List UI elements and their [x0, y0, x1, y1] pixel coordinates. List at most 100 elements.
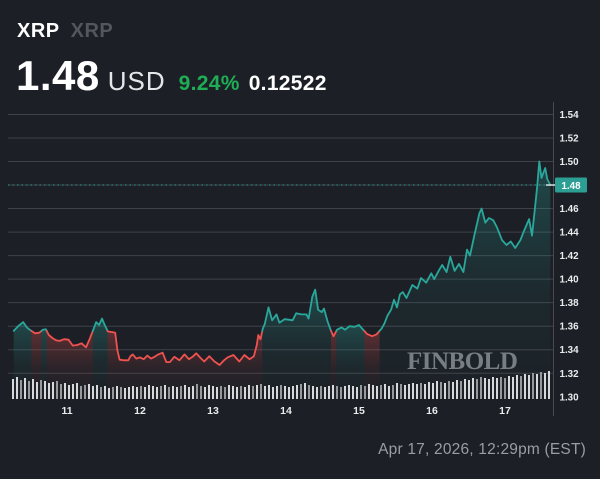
x-axis-labels: 11 12 13 14 15 16 17 [61, 405, 511, 417]
volume-bar [476, 379, 478, 399]
volume-bar [404, 385, 406, 399]
price-value: 1.48 [16, 52, 100, 99]
volume-bar [268, 385, 270, 399]
volume-bar [244, 387, 246, 399]
y-tick-label: 1.50 [560, 157, 580, 168]
volume-bar [472, 378, 474, 399]
volume-bar [508, 376, 510, 399]
price-change-percent: 9.24% [178, 72, 240, 95]
x-tick-label: 11 [61, 405, 72, 417]
volume-bar [280, 385, 282, 399]
x-tick-label: 17 [499, 405, 511, 417]
volume-bar [52, 382, 54, 399]
price-area-fills [13, 161, 551, 399]
volume-bar [360, 385, 362, 399]
volume-bar [504, 378, 506, 399]
x-tick-label: 13 [207, 405, 219, 417]
price-line [12, 160, 552, 366]
volume-bar [36, 382, 38, 399]
volume-bar [32, 379, 34, 399]
volume-bars [12, 371, 550, 399]
volume-bar [436, 381, 438, 399]
volume-bar [396, 383, 398, 399]
volume-bar [272, 387, 274, 399]
volume-bar [44, 381, 46, 399]
volume-bar [140, 386, 142, 399]
volume-bar [132, 386, 134, 399]
volume-bar [448, 381, 450, 399]
volume-bar [528, 375, 530, 399]
volume-bar [452, 382, 454, 399]
volume-bar [464, 379, 466, 399]
volume-bar [356, 387, 358, 399]
volume-bar [256, 385, 258, 399]
svg-text:1.48: 1.48 [561, 181, 581, 192]
y-tick-label: 1.44 [560, 228, 580, 239]
volume-bar [400, 384, 402, 399]
volume-bar [296, 385, 298, 399]
y-tick-label: 1.38 [560, 298, 580, 309]
volume-bar [428, 382, 430, 399]
volume-bar [96, 385, 98, 399]
volume-bar [328, 386, 330, 399]
volume-bar [460, 381, 462, 399]
current-price-badge: 1.48 [555, 177, 587, 193]
price-header: 1.48 USD 9.24% 0.12522 [16, 52, 327, 100]
chart-timestamp: Apr 17, 2026, 12:29pm (EST) [378, 441, 586, 458]
volume-bar [292, 386, 294, 399]
y-tick-label: 1.32 [560, 369, 580, 380]
volume-bar [524, 374, 526, 399]
volume-bar [288, 387, 290, 399]
volume-bar [236, 387, 238, 399]
volume-bar [232, 386, 234, 399]
volume-bar [316, 387, 318, 399]
volume-bar [544, 373, 546, 399]
volume-bar [208, 385, 210, 399]
y-tick-label: 1.42 [560, 251, 580, 262]
volume-bar [160, 386, 162, 399]
volume-bar [88, 384, 90, 399]
volume-bar [304, 383, 306, 399]
volume-bar [548, 371, 550, 399]
volume-bar [136, 387, 138, 399]
volume-bar [492, 377, 494, 399]
volume-bar [64, 383, 66, 399]
volume-bar [252, 386, 254, 399]
volume-bar [320, 386, 322, 399]
volume-bar [48, 383, 50, 399]
volume-bar [216, 387, 218, 399]
volume-bar [424, 384, 426, 399]
symbol-name: XRP [17, 20, 60, 42]
x-tick-label: 12 [134, 405, 146, 417]
volume-bar [224, 387, 226, 399]
volume-bar [120, 387, 122, 399]
volume-bar [536, 374, 538, 399]
y-tick-label: 1.40 [560, 275, 580, 286]
volume-bar [500, 377, 502, 399]
volume-bar [200, 386, 202, 399]
volume-bar [412, 383, 414, 399]
volume-bar [248, 385, 250, 399]
volume-bar [496, 378, 498, 399]
y-tick-label: 1.54 [560, 110, 580, 121]
volume-bar [76, 383, 78, 399]
volume-bar [92, 386, 94, 399]
volume-bar [532, 373, 534, 399]
volume-bar [72, 384, 74, 399]
volume-bar [516, 375, 518, 399]
volume-bar [520, 376, 522, 399]
volume-bar [420, 383, 422, 399]
y-tick-label: 1.30 [560, 392, 580, 403]
volume-bar [416, 384, 418, 399]
x-tick-label: 14 [280, 405, 292, 417]
volume-bar [172, 386, 174, 399]
volume-bar [16, 377, 18, 399]
volume-bar [180, 386, 182, 399]
volume-bar [348, 385, 350, 399]
x-tick-label: 15 [353, 405, 365, 417]
volume-bar [176, 387, 178, 399]
volume-bar [284, 386, 286, 399]
volume-bar [324, 387, 326, 399]
symbol-ticker: XRP [70, 20, 114, 42]
